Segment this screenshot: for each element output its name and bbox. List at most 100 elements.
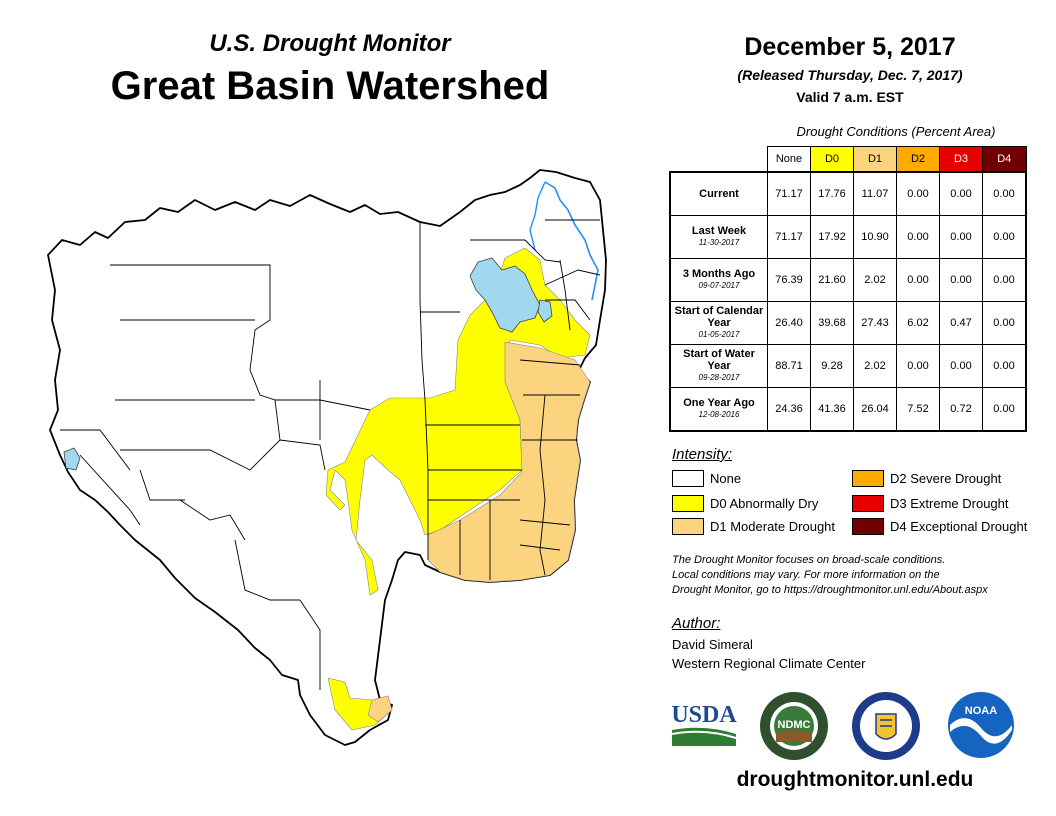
legend-swatch — [672, 470, 704, 487]
legend-label: D0 Abnormally Dry — [710, 496, 819, 511]
table-cell: 0.00 — [896, 344, 940, 388]
author-heading: Author: — [672, 615, 721, 632]
table-cell: 24.36 — [767, 387, 811, 432]
col-header: None — [767, 146, 811, 173]
row-date: 01-05-2017 — [698, 330, 740, 339]
table-cell: 9.28 — [810, 344, 854, 388]
legend-swatch — [852, 495, 884, 512]
table-cell: 0.00 — [939, 344, 983, 388]
col-header: D1 — [853, 146, 897, 173]
d1-region — [427, 341, 591, 583]
row-label-text: One Year Ago — [683, 397, 755, 409]
great-salt-lake — [469, 257, 541, 333]
usda-logo-text: USDA — [671, 702, 737, 728]
site-url[interactable]: droughtmonitor.unl.edu — [736, 768, 974, 791]
table-cell: 39.68 — [810, 301, 854, 345]
legend-item-none: None — [672, 470, 741, 487]
table-cell: 10.90 — [853, 215, 897, 259]
table-cell: 0.00 — [982, 387, 1027, 432]
row-label-text: Last Week — [691, 225, 747, 237]
table-cell: 0.00 — [896, 215, 940, 259]
table-cell: 0.00 — [939, 258, 983, 302]
drought-map — [47, 169, 607, 746]
col-header: D4 — [982, 146, 1027, 173]
table-cell: 0.00 — [939, 171, 983, 216]
legend-swatch — [672, 518, 704, 535]
author-name: David Simeral — [672, 637, 753, 652]
table-row: One Year Ago 12-08-2016 24.36 41.36 26.04 7.5… — [669, 387, 1027, 432]
table-cell: 17.92 — [810, 215, 854, 259]
valid-time: Valid 7 a.m. EST — [796, 89, 904, 105]
legend-label: D1 Moderate Drought — [710, 519, 836, 534]
table-header-row: None D0 D1 D2 D3 D4 — [670, 146, 1027, 173]
legend-item-d4: D4 Exceptional Drought — [852, 518, 1027, 535]
drought-conditions-table: None D0 D1 D2 D3 D4 Current 71.17 17.76 11.… — [669, 146, 1027, 432]
county-lines — [60, 219, 601, 690]
legend-swatch — [852, 518, 884, 535]
bear-river-branch — [529, 181, 546, 251]
noaa-logo-text: NOAA — [965, 705, 997, 717]
release-date: (Released Thursday, Dec. 7, 2017) — [737, 67, 963, 83]
table-cell: 21.60 — [810, 258, 854, 302]
commerce-logo — [852, 692, 920, 760]
col-header: D2 — [896, 146, 940, 173]
legend-item-d3: D3 Extreme Drought — [852, 495, 1009, 512]
ndmc-logo: NDMC — [760, 692, 828, 760]
row-label-text: 3 Months Ago — [682, 268, 756, 280]
table-cell: 6.02 — [896, 301, 940, 345]
legend-swatch — [852, 470, 884, 487]
row-date: 09-07-2017 — [698, 281, 740, 290]
table-cell: 0.00 — [896, 258, 940, 302]
usda-logo: USDA — [671, 702, 737, 746]
table-cell: 7.52 — [896, 387, 940, 432]
table-cell: 0.00 — [896, 171, 940, 216]
valid-date: December 5, 2017 — [744, 33, 956, 61]
table-row: 3 Months Ago 09-07-2017 76.39 21.60 2.02 0.00… — [669, 258, 1027, 302]
table-cell: 26.04 — [853, 387, 897, 432]
legend-title: Intensity: — [672, 446, 733, 463]
noaa-logo: NOAA — [948, 692, 1014, 758]
col-header: D0 — [810, 146, 854, 173]
row-date: 12-08-2016 — [698, 410, 740, 419]
table-cell: 71.17 — [767, 171, 811, 216]
table-cell: 76.39 — [767, 258, 811, 302]
table-cell: 0.72 — [939, 387, 983, 432]
table-cell: 17.76 — [810, 171, 854, 216]
legend-swatch — [672, 495, 704, 512]
disclaimer-line: The Drought Monitor focuses on broad-sca… — [672, 554, 946, 566]
row-label-text: Start of Calendar Year — [674, 305, 764, 329]
map-title: Great Basin Watershed — [110, 64, 550, 108]
table-cell: 0.47 — [939, 301, 983, 345]
table-cell: 41.36 — [810, 387, 854, 432]
legend-label: D3 Extreme Drought — [890, 496, 1009, 511]
col-header: D3 — [939, 146, 983, 173]
ndmc-logo-text: NDMC — [778, 719, 811, 731]
legend-item-d2: D2 Severe Drought — [852, 470, 1001, 487]
table-cell: 0.00 — [982, 171, 1027, 216]
table-cell: 0.00 — [982, 301, 1027, 345]
table-cell: 2.02 — [853, 258, 897, 302]
table-cell: 88.71 — [767, 344, 811, 388]
table-cell: 2.02 — [853, 344, 897, 388]
table-row: Start of Water Year 09-28-2017 88.71 9.28 2.… — [669, 344, 1027, 388]
table-row: Current 71.17 17.76 11.07 0.00 0.00 0.00 — [669, 171, 1027, 216]
row-date: 11-30-2017 — [698, 238, 740, 247]
disclaimer-line: Drought Monitor, go to https://droughtmo… — [672, 584, 988, 596]
row-date: 09-28-2017 — [698, 373, 740, 382]
row-label: Start of Calendar Year 01-05-2017 — [669, 301, 768, 345]
table-cell: 71.17 — [767, 215, 811, 259]
row-label: 3 Months Ago 09-07-2017 — [669, 258, 768, 302]
row-label-text: Current — [699, 188, 739, 200]
table-row: Last Week 11-30-2017 71.17 17.92 10.90 0.00 0.… — [669, 215, 1027, 259]
legend-item-d1: D1 Moderate Drought — [672, 518, 835, 535]
row-label-text: Start of Water Year — [683, 348, 755, 372]
map-subtitle: U.S. Drought Monitor — [209, 30, 451, 57]
row-label: Start of Water Year 09-28-2017 — [669, 344, 768, 388]
bear-river — [544, 181, 599, 301]
legend-label: D2 Severe Drought — [890, 471, 1002, 486]
legend-item-d0: D0 Abnormally Dry — [672, 495, 818, 512]
table-cell: 27.43 — [853, 301, 897, 345]
legend-label: D4 Exceptional Drought — [890, 519, 1028, 534]
disclaimer-line: Local conditions may vary. For more info… — [672, 569, 940, 581]
table-row: Start of Calendar Year 01-05-2017 26.40 39.… — [669, 301, 1027, 345]
